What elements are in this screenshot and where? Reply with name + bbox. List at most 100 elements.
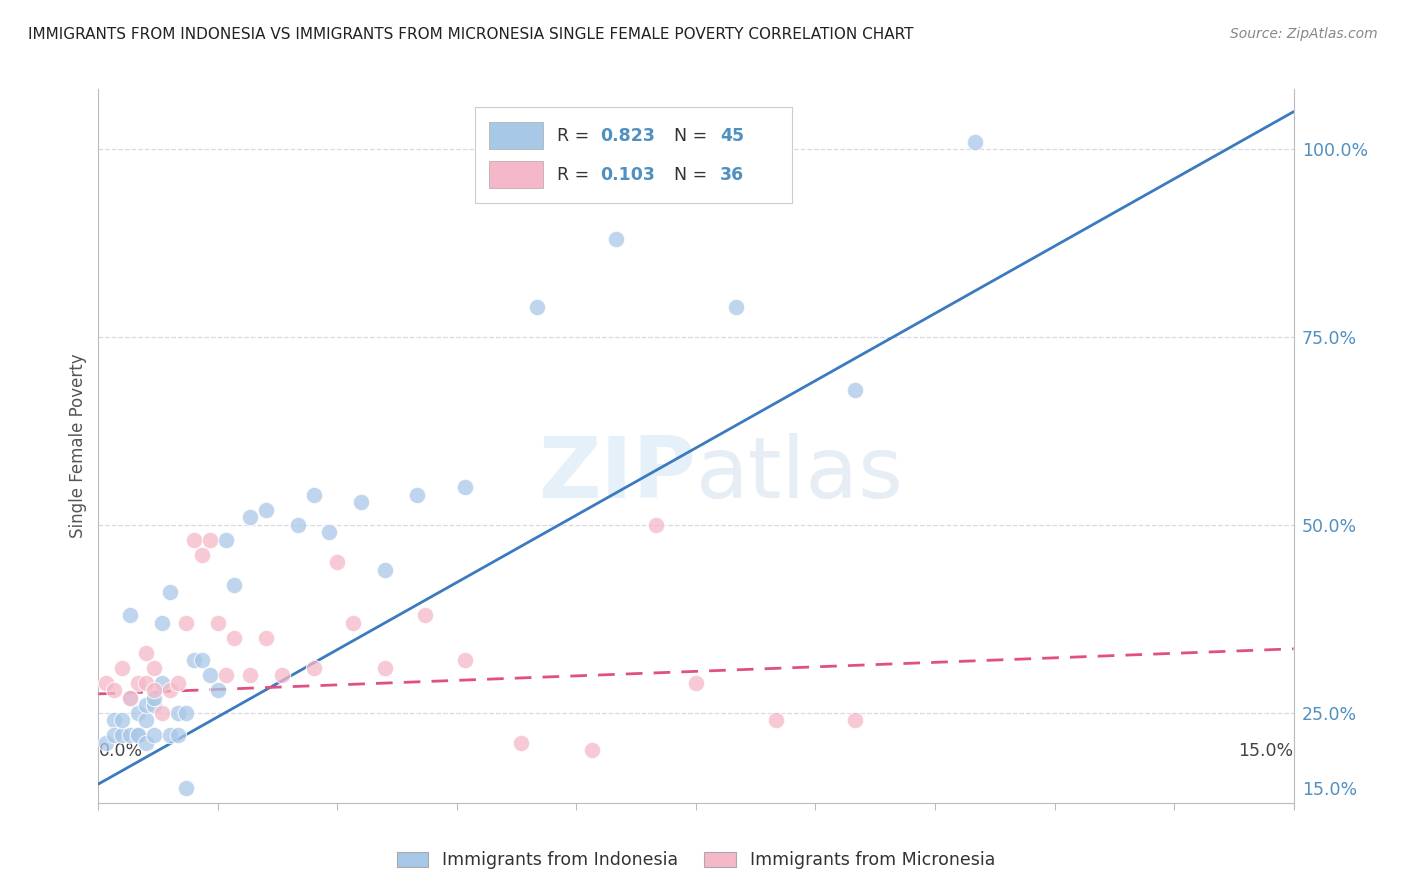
Point bbox=[135, 698, 157, 713]
FancyBboxPatch shape bbox=[489, 122, 543, 149]
Point bbox=[135, 675, 157, 690]
Point bbox=[326, 556, 349, 570]
Point bbox=[685, 675, 707, 690]
Point bbox=[159, 728, 181, 742]
Text: atlas: atlas bbox=[696, 433, 904, 516]
Text: R =: R = bbox=[557, 166, 595, 184]
Point bbox=[143, 690, 166, 705]
Point bbox=[120, 607, 142, 622]
Point bbox=[103, 728, 125, 742]
Point bbox=[111, 713, 134, 727]
Point bbox=[174, 615, 197, 630]
Point bbox=[215, 533, 238, 547]
Point bbox=[143, 660, 166, 674]
Point bbox=[135, 713, 157, 727]
Point bbox=[120, 690, 142, 705]
Point bbox=[127, 728, 149, 742]
Point bbox=[302, 660, 325, 674]
Point bbox=[605, 232, 627, 246]
Point bbox=[150, 615, 173, 630]
Point bbox=[1028, 811, 1050, 825]
Point bbox=[159, 683, 181, 698]
Text: N =: N = bbox=[675, 127, 713, 145]
Point bbox=[302, 488, 325, 502]
Point bbox=[198, 533, 221, 547]
Text: 15.0%: 15.0% bbox=[1239, 742, 1294, 760]
Point bbox=[183, 533, 205, 547]
Point bbox=[150, 675, 173, 690]
Legend: Immigrants from Indonesia, Immigrants from Micronesia: Immigrants from Indonesia, Immigrants fr… bbox=[389, 845, 1002, 876]
Point bbox=[191, 653, 214, 667]
Point bbox=[254, 503, 277, 517]
Point bbox=[844, 713, 866, 727]
Text: 0.0%: 0.0% bbox=[98, 742, 142, 760]
Point bbox=[215, 668, 238, 682]
Text: 45: 45 bbox=[720, 127, 744, 145]
Point bbox=[120, 728, 142, 742]
Point bbox=[924, 818, 946, 832]
Point bbox=[103, 683, 125, 698]
Point bbox=[963, 135, 986, 149]
Point bbox=[150, 706, 173, 720]
Text: Source: ZipAtlas.com: Source: ZipAtlas.com bbox=[1230, 27, 1378, 41]
FancyBboxPatch shape bbox=[475, 107, 792, 203]
Point bbox=[183, 653, 205, 667]
Text: R =: R = bbox=[557, 127, 595, 145]
Point bbox=[342, 615, 364, 630]
Point bbox=[143, 698, 166, 713]
Point bbox=[406, 488, 429, 502]
Text: 0.103: 0.103 bbox=[600, 166, 655, 184]
Point bbox=[207, 683, 229, 698]
Point bbox=[143, 683, 166, 698]
Point bbox=[159, 585, 181, 599]
Point bbox=[96, 675, 118, 690]
Point bbox=[239, 510, 262, 524]
Point bbox=[191, 548, 214, 562]
Point bbox=[167, 706, 190, 720]
Point bbox=[111, 660, 134, 674]
Point bbox=[254, 631, 277, 645]
Point bbox=[111, 728, 134, 742]
Point bbox=[207, 615, 229, 630]
FancyBboxPatch shape bbox=[489, 161, 543, 188]
Point bbox=[270, 668, 292, 682]
Point bbox=[454, 480, 477, 494]
Point bbox=[127, 728, 149, 742]
Text: 36: 36 bbox=[720, 166, 744, 184]
Point bbox=[413, 607, 436, 622]
Point bbox=[127, 706, 149, 720]
Point bbox=[724, 300, 747, 314]
Point bbox=[374, 563, 396, 577]
Text: N =: N = bbox=[675, 166, 713, 184]
Text: 0.823: 0.823 bbox=[600, 127, 655, 145]
Point bbox=[350, 495, 373, 509]
Text: ZIP: ZIP bbox=[538, 433, 696, 516]
Point bbox=[374, 660, 396, 674]
Point bbox=[174, 780, 197, 795]
Point bbox=[239, 668, 262, 682]
Text: IMMIGRANTS FROM INDONESIA VS IMMIGRANTS FROM MICRONESIA SINGLE FEMALE POVERTY CO: IMMIGRANTS FROM INDONESIA VS IMMIGRANTS … bbox=[28, 27, 914, 42]
Point bbox=[287, 517, 309, 532]
Point bbox=[143, 728, 166, 742]
Point bbox=[844, 383, 866, 397]
Point bbox=[127, 675, 149, 690]
Point bbox=[167, 728, 190, 742]
Y-axis label: Single Female Poverty: Single Female Poverty bbox=[69, 354, 87, 538]
Point bbox=[222, 631, 245, 645]
Point bbox=[526, 300, 548, 314]
Point bbox=[222, 578, 245, 592]
Point bbox=[765, 713, 787, 727]
Point bbox=[167, 675, 190, 690]
Point bbox=[454, 653, 477, 667]
Point bbox=[581, 743, 603, 757]
Point bbox=[645, 517, 668, 532]
Point bbox=[198, 668, 221, 682]
Point bbox=[103, 713, 125, 727]
Point bbox=[509, 736, 531, 750]
Point bbox=[135, 736, 157, 750]
Point bbox=[120, 690, 142, 705]
Point bbox=[174, 706, 197, 720]
Point bbox=[96, 736, 118, 750]
Point bbox=[135, 646, 157, 660]
Point bbox=[318, 525, 340, 540]
